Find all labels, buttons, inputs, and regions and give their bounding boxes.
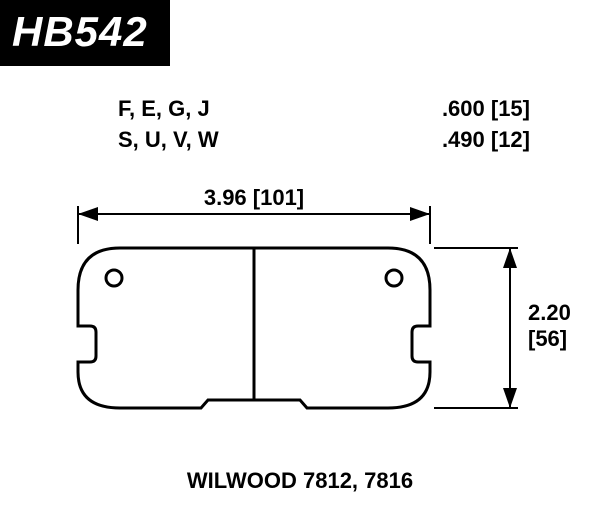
height-dimension: [434, 248, 518, 408]
brake-pad-outline: [78, 248, 430, 408]
width-dimension: [78, 206, 430, 244]
technical-drawing: [0, 0, 600, 518]
